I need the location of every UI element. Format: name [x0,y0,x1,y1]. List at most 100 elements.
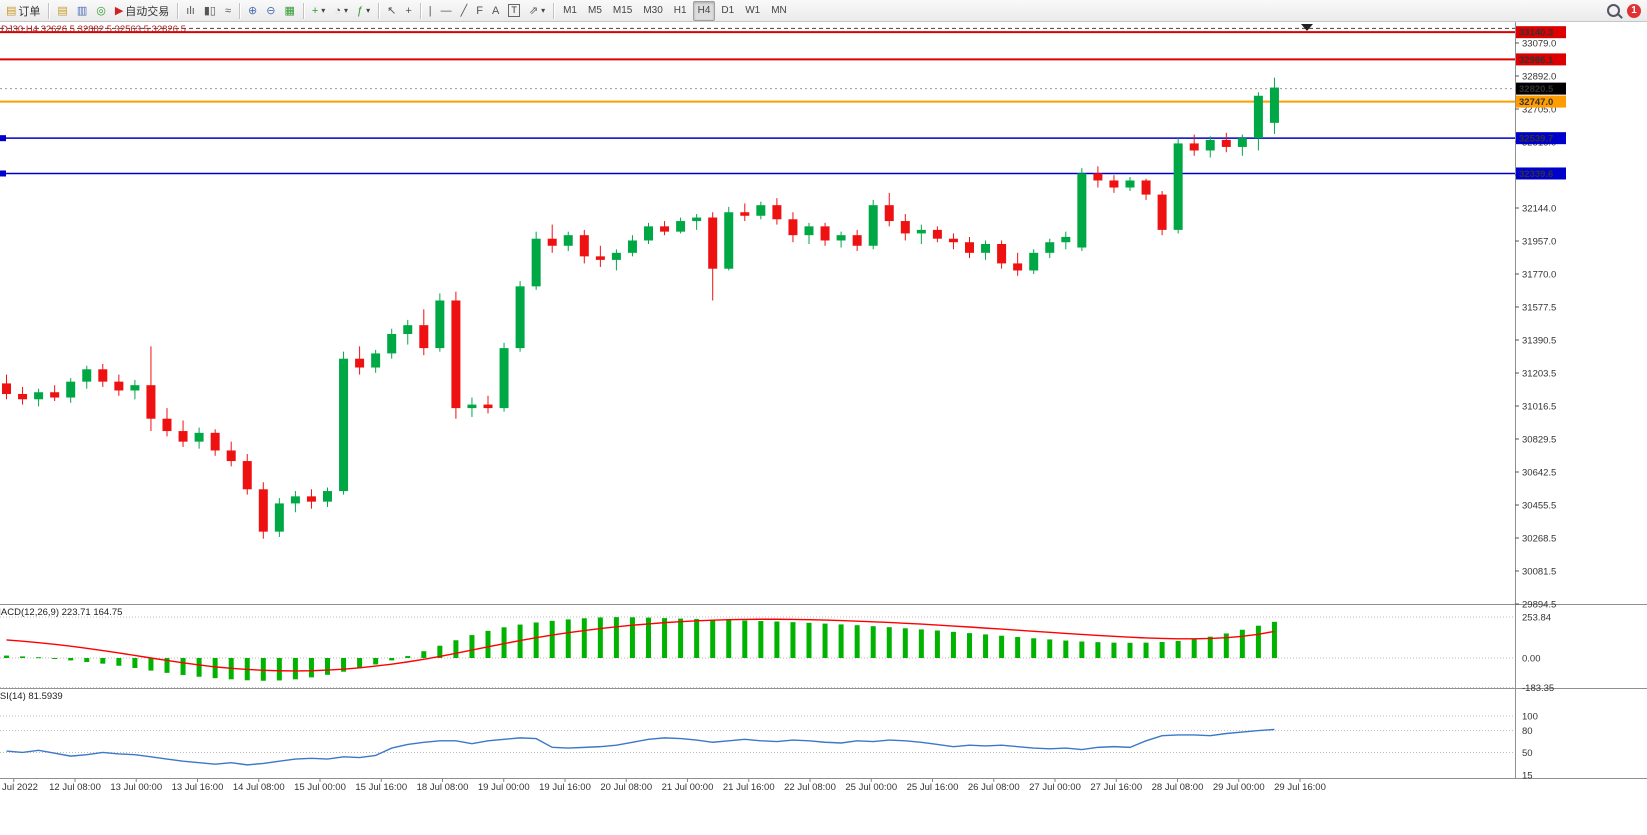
price-tick: 31770.0 [1522,270,1556,281]
timeframe-h4-button[interactable]: H4 [692,0,716,21]
macd-histogram-bar [854,625,860,658]
zoom-in-button[interactable]: ⊕ [244,1,261,21]
price-tick: 29894.5 [1522,600,1556,611]
candle [371,353,381,368]
candle [210,432,220,451]
macd-histogram-bar [517,624,523,658]
chart-shift-marker-icon[interactable] [1301,24,1313,31]
macd-histogram-bar [276,658,282,681]
timeframe-w1-button[interactable]: W1 [745,5,761,16]
timeframe-m15-button[interactable]: M15 [612,5,633,16]
autotrading-label: 自动交易 [125,5,170,18]
indicators-button[interactable]: ƒ ▾ [353,1,374,21]
bar-chart-mode-button[interactable]: ılı [182,1,199,21]
zoom-out-button[interactable]: ⊖ [262,1,279,21]
autotrading-button[interactable]: ▶ 自动交易 [111,1,173,21]
toolbar-separator [239,2,241,19]
periods-button[interactable]: ◔ ▾ [330,1,352,21]
macd-histogram-bar [469,635,475,658]
line-chart-mode-button[interactable]: ≈ [221,1,235,21]
candle [1141,180,1151,195]
macd-indicator-label: MACD(12,26,9) 223.71 164.75 [0,607,123,618]
candle [595,256,605,260]
macd-histogram-bar [678,618,684,658]
macd-histogram-bar [132,658,138,669]
price-tick: 32705.0 [1522,105,1556,116]
price-level-badge [1516,95,1566,108]
macd-histogram-bar [389,658,395,661]
price-tick: 30268.5 [1522,534,1556,545]
toolbar-separator [302,2,304,19]
macd-histogram-bar [983,634,989,658]
macd-histogram-bar [68,658,74,661]
fibonacci-tool-button[interactable]: F [472,1,487,21]
macd-histogram-bar [613,617,619,658]
macd-histogram-bar [437,645,443,658]
macd-histogram-bar [196,658,202,677]
macd-histogram-bar [501,627,507,658]
candle [997,243,1007,264]
macd-histogram-bar [902,628,908,658]
market-watch-button[interactable]: ▤ [53,1,71,21]
search-icon[interactable] [1607,4,1620,17]
candle [1061,236,1071,243]
trendline-tool-button[interactable]: ╱ [457,1,472,21]
cursor-tool-button[interactable]: ↖ [383,1,400,21]
tile-windows-button[interactable]: ▦ [280,1,298,21]
text-label-tool-button[interactable]: A [488,1,503,21]
horizontal-line-tool-button[interactable]: — [437,1,456,21]
macd-histogram-bar [1191,639,1197,658]
time-tick: 12 Jul 08:00 [49,782,101,793]
data-window-button[interactable]: ▥ [73,1,91,21]
timeframe-m1-button[interactable]: M1 [563,5,577,16]
candle [644,226,653,241]
price-tick: 32144.0 [1522,204,1556,215]
timeframe-m5-button[interactable]: M5 [587,5,602,16]
new-chart-button[interactable]: + ▾ [308,1,329,21]
candle [868,205,878,246]
macd-histogram-bar [1159,642,1165,658]
tile-windows-icon: ▦ [284,4,295,17]
timeframe-d1-button[interactable]: D1 [721,5,735,16]
price-tick: 30455.5 [1522,501,1556,512]
price-axis[interactable]: 33079.032892.032705.032518.032331.032144… [1515,39,1556,611]
candle [1029,252,1039,271]
line-left-marker[interactable] [0,170,6,177]
macd-histogram-bar [1255,625,1261,658]
macd-histogram-bar [742,620,748,658]
text-tool-button[interactable]: T [504,1,524,21]
arrows-tool-button[interactable]: ⇗ ▾ [525,1,549,21]
timeframe-mn-button[interactable]: MN [771,5,787,16]
candle [1077,173,1087,248]
crosshair-tool-button[interactable]: + [401,1,415,21]
price-tick: 31390.5 [1522,336,1556,347]
new-order-button[interactable]: ▤ 订单 [2,1,44,21]
price-level-badge [1516,53,1566,66]
timeframe-m30-button[interactable]: M30 [643,5,663,16]
timeframe-h1-button[interactable]: H1 [673,5,687,16]
panel-separators[interactable] [0,22,1647,779]
toolbar-separator [48,2,50,19]
price-tick: 30829.5 [1522,435,1556,446]
notification-badge[interactable]: 1 [1627,3,1641,18]
candlestick-icon: ▮▯ [203,4,216,17]
candle [66,381,76,398]
candlestick-mode-button[interactable]: ▮▯ [200,1,220,21]
candle [226,450,236,462]
vertical-line-tool-button[interactable]: | [425,1,436,21]
time-tick: 13 Jul 16:00 [172,782,224,793]
trendline-icon: ╱ [460,4,468,17]
price-level-badge-label: 32539.7 [1519,134,1553,145]
text-label-icon: A [492,4,500,17]
macd-histogram-bar [292,658,298,680]
line-left-marker[interactable] [0,135,6,142]
candle [114,381,124,391]
macd-histogram-bar [116,658,122,666]
macd-histogram-bar [533,622,539,658]
macd-panel: 253.84 0.00 -183.35 [0,613,1554,694]
macd-histogram-bar [164,658,170,673]
navigator-button[interactable]: ◎ [92,1,110,21]
time-axis[interactable]: 11 Jul 2022 12 Jul 08:00 13 Jul 00:00 13 Ju… [0,778,1326,793]
